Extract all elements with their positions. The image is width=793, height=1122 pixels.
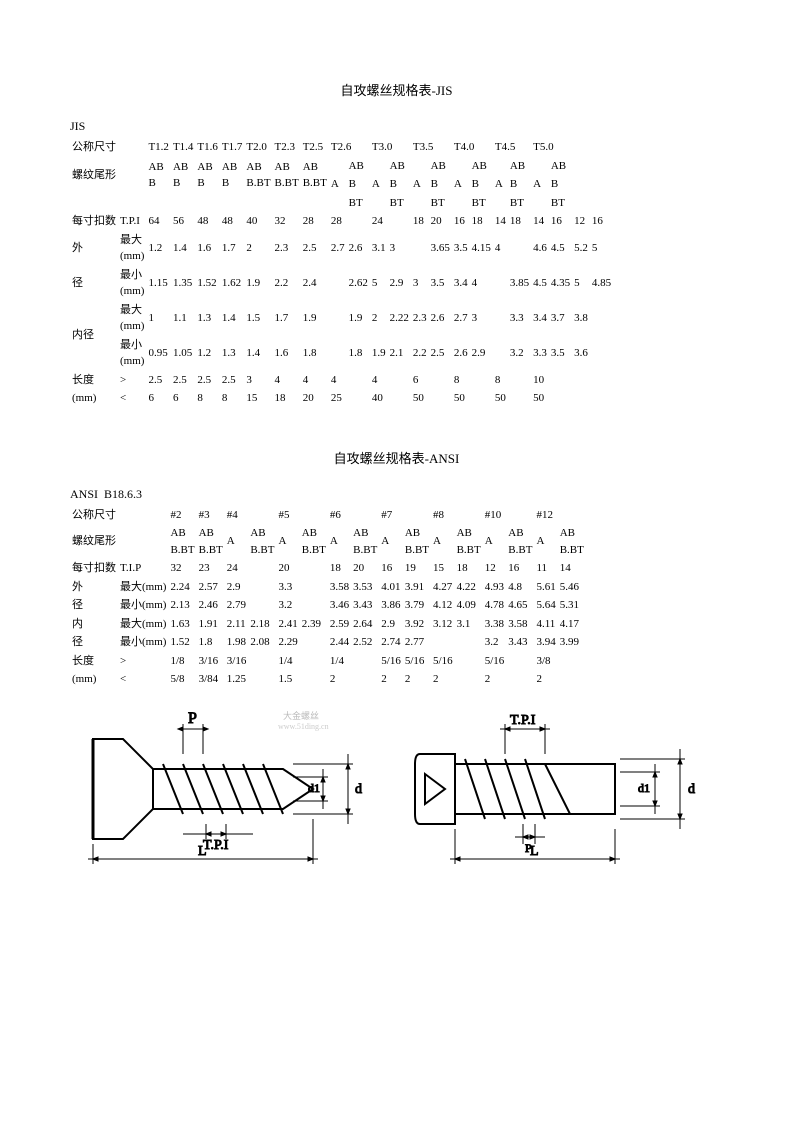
title-ansi: 自攻螺丝规格表-ANSI	[70, 448, 723, 467]
label-tpi: 每寸扣数	[70, 212, 118, 231]
jis-table: 公称尺寸 T1.2 T1.4 T1.6 T1.7 T2.0 T2.3 T2.5 …	[70, 138, 613, 408]
table-row: 公称尺寸 #2 #3 #4 #5 #6 #7 #8 #10 #12	[70, 506, 586, 525]
label-inner-dia: 内径	[70, 301, 118, 371]
table-row: 每寸扣数 T.P.I 64 56 48 48 40 32 28 28 24 18…	[70, 212, 613, 231]
screw-diagram-flathead: P T.P.I d1 d	[83, 709, 383, 869]
table-row: 长度 > 2.5 2.5 2.5 2.5 3 4 4 4 4 6 8 8 10	[70, 371, 613, 390]
table-row: 外 最大(mm) 2.242.572.93.33.583.534.013.914…	[70, 578, 586, 597]
svg-text:P: P	[188, 710, 197, 727]
table-row: (mm) < 6 6 8 8 15 18 20 25 40 50 50 50 5…	[70, 389, 613, 408]
table-row: 最小(mm) 0.95 1.05 1.2 1.3 1.4 1.6 1.8 1.8…	[70, 336, 613, 371]
table-row: 公称尺寸 T1.2 T1.4 T1.6 T1.7 T2.0 T2.3 T2.5 …	[70, 138, 613, 157]
label-nominal: 公称尺寸	[70, 138, 146, 157]
label-length: 长度	[70, 371, 118, 390]
table-row: 长度 > 1/83/163/161/41/45/165/165/165/163/…	[70, 652, 586, 671]
svg-text:T.P.I: T.P.I	[203, 838, 229, 853]
std-ansi-label: ANSI B18.6.3	[70, 487, 723, 502]
label-outer: 外	[70, 231, 118, 266]
title-jis: 自攻螺丝规格表-JIS	[70, 80, 723, 99]
table-row: 每寸扣数 T.I.P 32 23 24 20 18 20 16 19 15 18…	[70, 559, 586, 578]
std-jis-label: JIS	[70, 119, 723, 134]
svg-text:大金螺丝: 大金螺丝	[283, 710, 319, 721]
svg-text:L: L	[198, 844, 207, 859]
table-row: 径 最小(mm) 1.521.81.982.082.292.442.522.74…	[70, 633, 586, 652]
table-row: BT BT BT BT BT BT	[70, 194, 613, 213]
label-dia: 径	[70, 266, 118, 301]
svg-text:d1: d1	[638, 781, 650, 795]
table-row: 螺纹尾形 ABB ABB ABB ABB ABB.BT ABB.BT ABB.B…	[70, 157, 613, 176]
svg-text:www.51ding.cn: www.51ding.cn	[278, 722, 329, 731]
table-row: 内径 最大(mm) 1 1.1 1.3 1.4 1.5 1.7 1.9 1.9 …	[70, 301, 613, 336]
svg-text:d: d	[355, 782, 362, 797]
ansi-table: 公称尺寸 #2 #3 #4 #5 #6 #7 #8 #10 #12 螺纹尾形 A…	[70, 506, 586, 689]
svg-text:d1: d1	[308, 781, 320, 795]
svg-text:T.P.I: T.P.I	[510, 713, 536, 728]
table-row: 径 最小(mm) 2.132.462.793.23.463.433.863.79…	[70, 596, 586, 615]
screw-diagram-panhead: T.P.I P d1 d	[410, 709, 710, 869]
table-row: (mm) < 5/83/841.251.5222222	[70, 670, 586, 689]
label-tail: 螺纹尾形	[70, 157, 146, 194]
svg-text:L: L	[530, 844, 539, 859]
table-row: 内 最大(mm) 1.631.912.112.182.412.392.592.6…	[70, 615, 586, 634]
table-row: 外 最大(mm) 1.2 1.4 1.6 1.7 2 2.3 2.5 2.7 2…	[70, 231, 613, 266]
svg-text:d: d	[688, 782, 695, 797]
table-row: 螺纹尾形 ABB.BT ABB.BT A ABB.BT A ABB.BT A A…	[70, 524, 586, 559]
